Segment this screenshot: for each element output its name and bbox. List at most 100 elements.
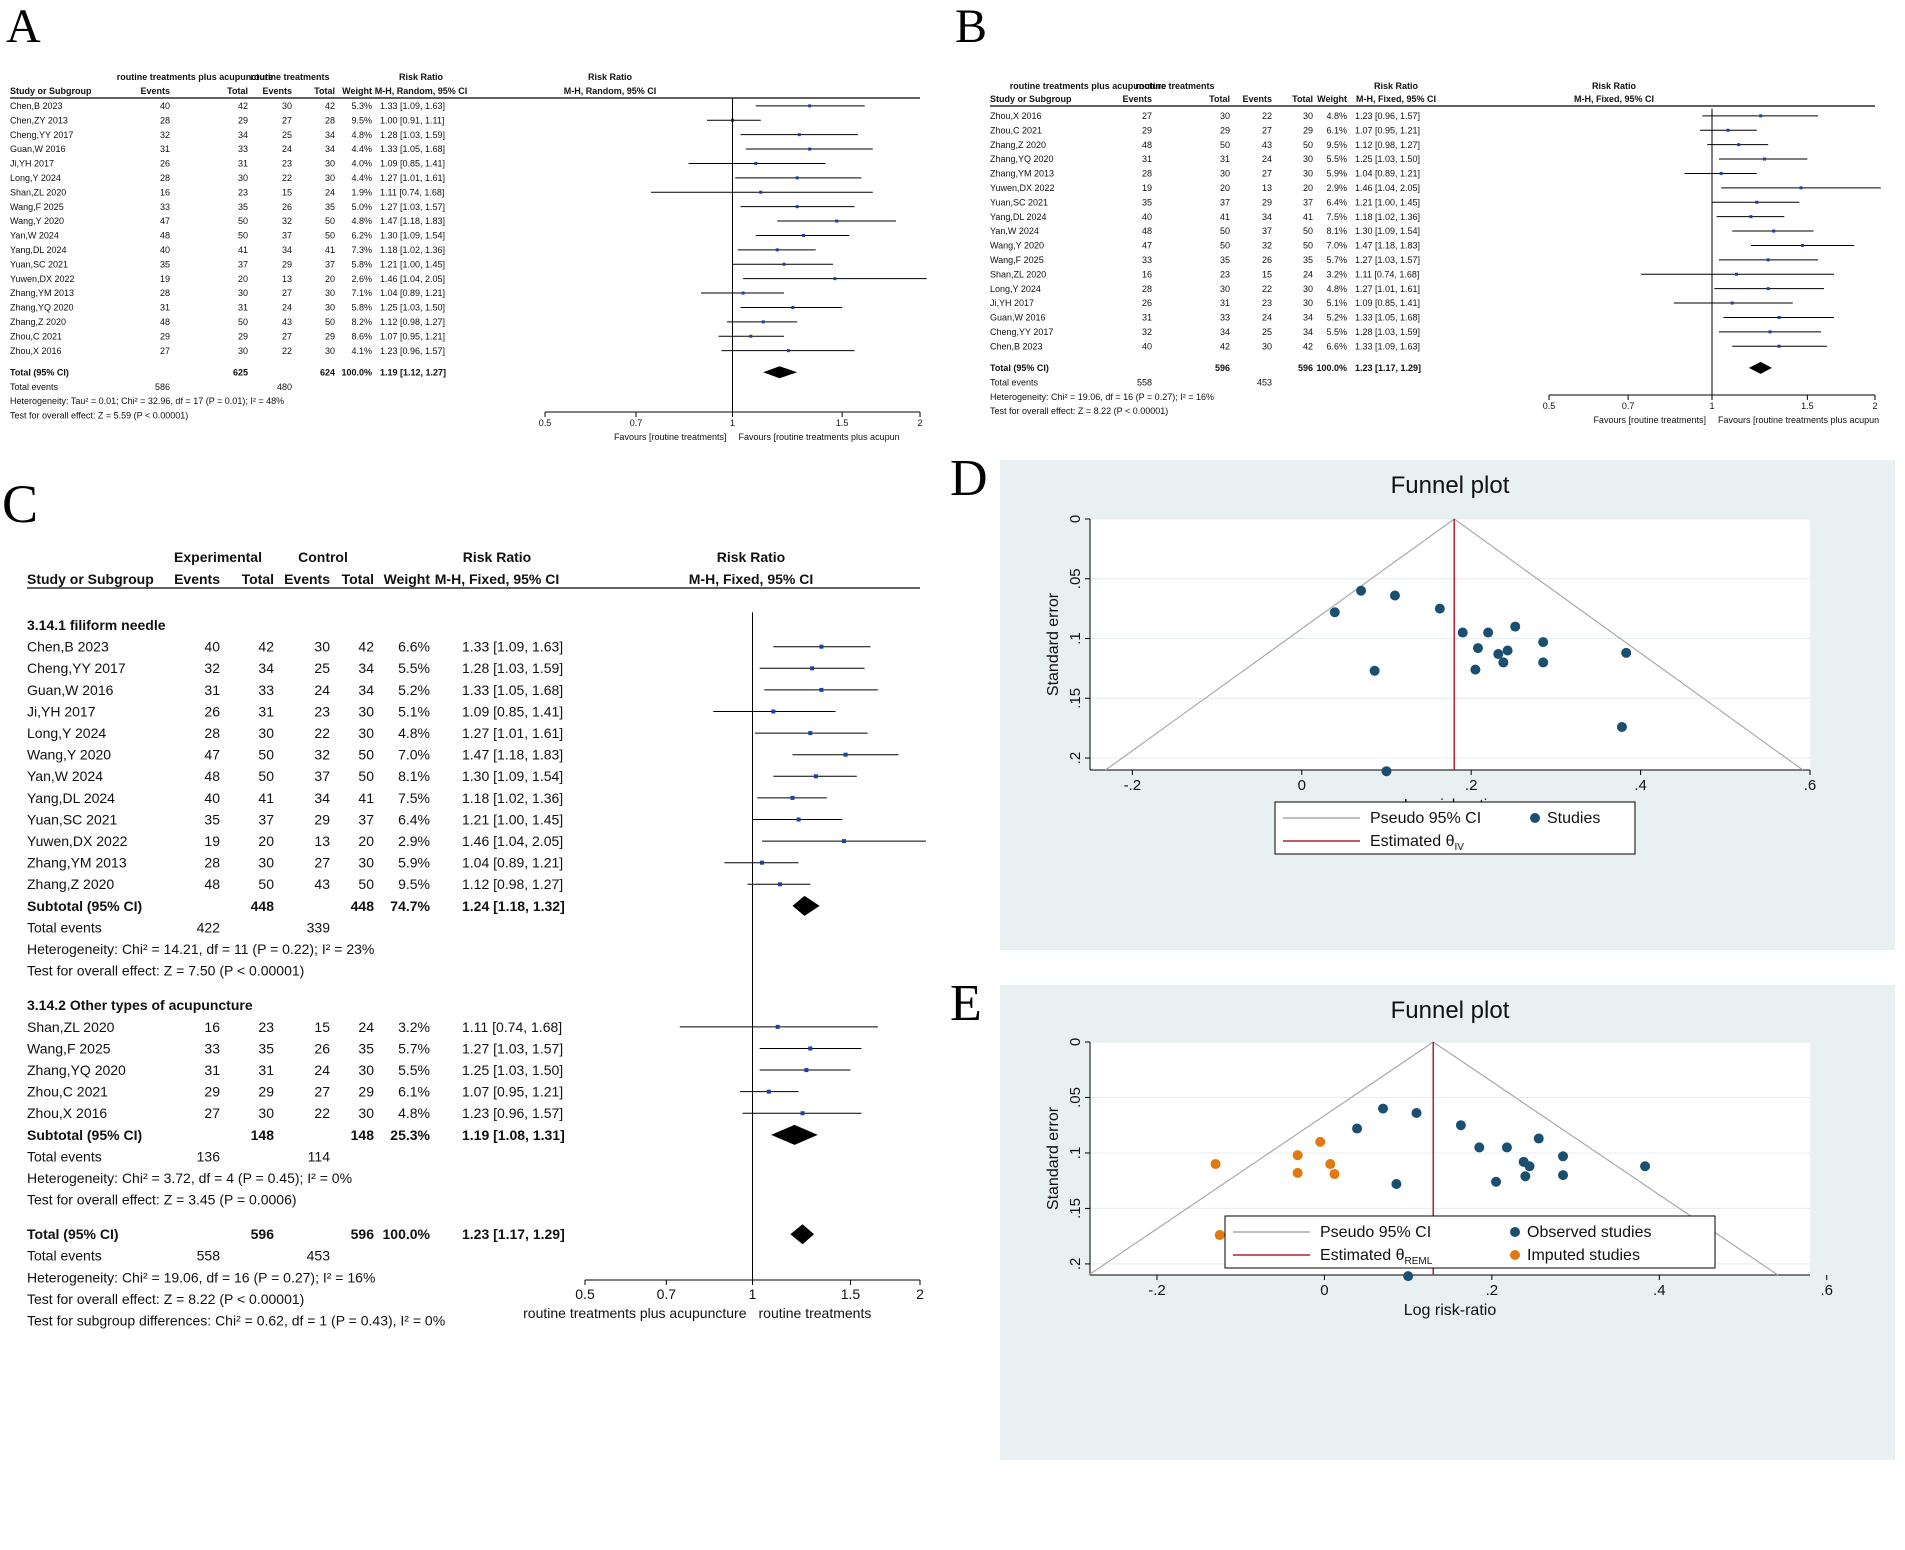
exp-total: 41	[258, 790, 274, 806]
exp-total: 31	[238, 303, 248, 313]
ctrl-events: 27	[282, 115, 292, 125]
total-events-label: Total events	[27, 1248, 102, 1264]
study-header: Study or Subgroup	[10, 86, 92, 96]
study-square	[1730, 301, 1734, 305]
exp-events: 48	[204, 768, 220, 784]
x-tick-label: 0	[1298, 777, 1306, 794]
method-header: M-H, Fixed, 95% CI	[435, 571, 559, 587]
weight-header: Weight	[384, 571, 431, 587]
risk-ratio-ci: 1.04 [0.89, 1.21]	[1355, 169, 1420, 179]
weight: 7.0%	[398, 747, 430, 763]
pooled-diamond	[771, 1124, 818, 1145]
total-header: Total	[1209, 94, 1230, 104]
exp-total: 31	[258, 703, 274, 719]
legend-imputed-swatch	[1510, 1250, 1520, 1260]
subgroup-heterogeneity: Heterogeneity: Chi² = 3.72, df = 4 (P = …	[27, 1170, 352, 1186]
ctrl-total: 29	[325, 331, 335, 341]
total-events-ctrl: 339	[307, 919, 331, 935]
axis-tick-label: 0.5	[539, 418, 552, 428]
study-name: Wang,Y 2020	[10, 216, 64, 226]
ctrl-events: 37	[1262, 226, 1272, 236]
ctrl-events: 13	[1262, 183, 1272, 193]
risk-ratio-ci: 1.33 [1.05, 1.68]	[380, 144, 445, 154]
study-square	[801, 233, 805, 237]
exp-total: 23	[1220, 269, 1230, 279]
ctrl-events: 34	[1262, 212, 1272, 222]
pooled-diamond	[790, 1224, 815, 1245]
exp-events: 28	[204, 855, 220, 871]
exp-events: 28	[1142, 169, 1152, 179]
study-square	[1759, 114, 1763, 118]
exp-total: 37	[258, 811, 274, 827]
risk-ratio-ci: 1.18 [1.02, 1.36]	[462, 790, 563, 806]
weight: 5.7%	[1326, 255, 1347, 265]
exp-events: 29	[1142, 125, 1152, 135]
ctrl-total: 30	[358, 725, 374, 741]
study-name: Yang,DL 2024	[990, 212, 1047, 222]
weight: 5.5%	[398, 660, 430, 676]
risk-ratio-ci: 1.28 [1.03, 1.59]	[380, 130, 445, 140]
exp-events: 48	[160, 231, 170, 241]
exp-total: 34	[238, 130, 248, 140]
ctrl-events: 24	[282, 303, 292, 313]
exp-events: 40	[1142, 341, 1152, 351]
ctrl-total: 20	[358, 833, 374, 849]
x-tick-label: -.2	[1124, 777, 1142, 794]
axis-tick-label: 0.7	[657, 1286, 677, 1302]
exp-events: 31	[204, 682, 220, 698]
ctrl-events: 27	[282, 331, 292, 341]
ctrl-events: 43	[282, 317, 292, 327]
ctrl-total: 34	[1303, 327, 1313, 337]
x-tick-label: .2	[1486, 1282, 1499, 1299]
ctrl-total: 29	[1303, 125, 1313, 135]
panel-label: D	[950, 450, 988, 507]
risk-ratio-ci: 1.07 [0.95, 1.21]	[380, 331, 445, 341]
method-header: M-H, Random, 95% CI	[375, 86, 468, 96]
exp-events: 27	[160, 346, 170, 356]
events-header: Events	[174, 571, 220, 587]
study-name: Chen,B 2023	[10, 101, 63, 111]
study-name: Zhang,YQ 2020	[990, 154, 1054, 164]
ctrl-events: 27	[1262, 169, 1272, 179]
study-name: Shan,ZL 2020	[990, 269, 1046, 279]
weight: 9.5%	[1326, 140, 1347, 150]
study-name: Cheng,YY 2017	[27, 660, 126, 676]
total-ctrl: 148	[351, 1127, 375, 1143]
subgroup-overall-effect: Test for overall effect: Z = 7.50 (P < 0…	[27, 963, 304, 979]
total-ci: 1.23 [1.17, 1.29]	[1355, 363, 1421, 373]
ctrl-total: 42	[358, 639, 374, 655]
risk-ratio-ci: 1.25 [1.03, 1.50]	[462, 1062, 563, 1078]
ctrl-events: 34	[314, 790, 330, 806]
exp-events: 19	[1142, 183, 1152, 193]
exp-total: 23	[258, 1019, 274, 1035]
ctrl-events: 29	[314, 811, 330, 827]
total-events-exp: 558	[197, 1248, 221, 1264]
exp-total: 31	[258, 1062, 274, 1078]
ctrl-total: 50	[325, 317, 335, 327]
total-exp: 596	[1215, 363, 1230, 373]
ctrl-total: 41	[1303, 212, 1313, 222]
exp-total: 29	[238, 115, 248, 125]
weight: 7.3%	[351, 245, 372, 255]
study-name: Chen,B 2023	[990, 341, 1043, 351]
risk-ratio-header: Risk Ratio	[399, 72, 444, 82]
weight: 8.1%	[398, 768, 430, 784]
y-tick-label: .15	[1067, 1198, 1084, 1219]
axis-tick-label: 2	[1872, 401, 1877, 411]
weight: 4.8%	[1326, 284, 1347, 294]
x-tick-label: .2	[1465, 777, 1478, 794]
study-point	[1329, 607, 1340, 618]
total-ci: 1.24 [1.18, 1.32]	[462, 898, 565, 914]
ctrl-events: 25	[314, 660, 330, 676]
risk-ratio-ci: 1.27 [1.03, 1.57]	[462, 1040, 563, 1056]
risk-ratio-ci: 1.47 [1.18, 1.83]	[380, 216, 445, 226]
study-square	[786, 349, 790, 353]
exp-total: 20	[1220, 183, 1230, 193]
study-name: Cheng,YY 2017	[990, 327, 1053, 337]
total-events-exp: 558	[1137, 377, 1152, 387]
study-square	[759, 860, 764, 865]
risk-ratio-ci: 1.18 [1.02, 1.36]	[380, 245, 445, 255]
heterogeneity: Heterogeneity: Tau² = 0.01; Chi² = 32.96…	[10, 396, 284, 406]
ctrl-total: 35	[325, 202, 335, 212]
